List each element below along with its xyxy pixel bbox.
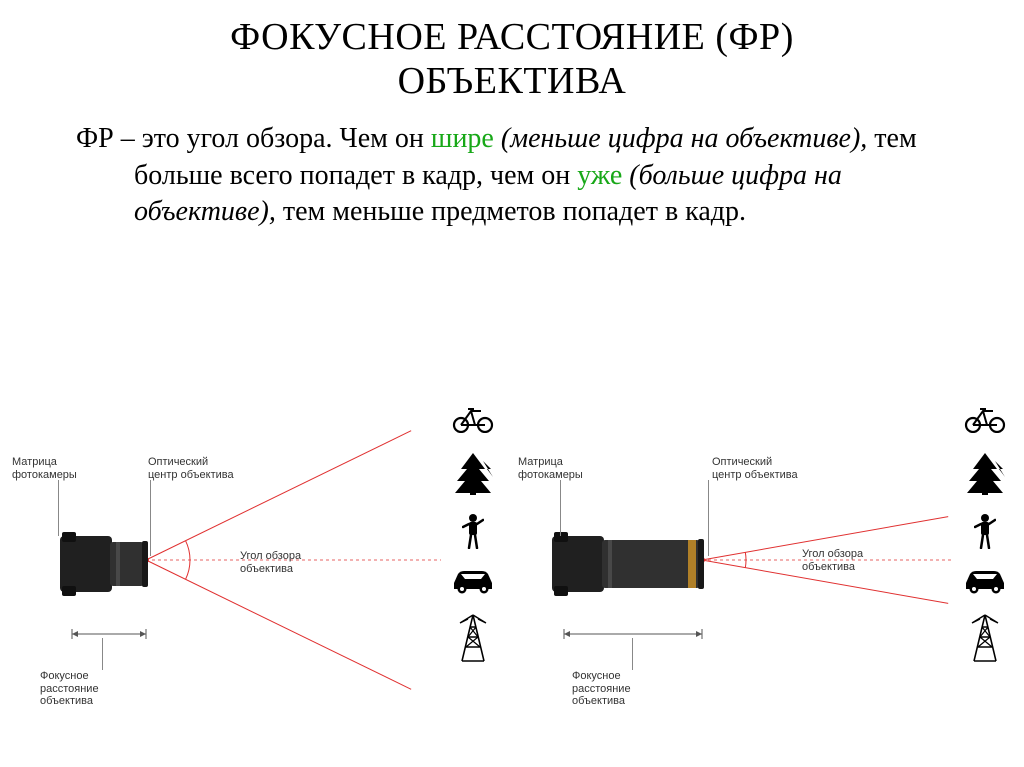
diagram-wide: Матрица фотокамеры Оптический центр объек… xyxy=(0,380,512,740)
camera-icon xyxy=(60,532,152,596)
text-5: тем меньше предметов попадет в кадр. xyxy=(276,196,746,227)
label-angle: Угол обзора объектива xyxy=(802,548,863,573)
camera-icon xyxy=(552,532,708,596)
tree-icon xyxy=(453,451,493,495)
bicycle-icon xyxy=(451,405,495,433)
leader-line xyxy=(58,480,59,536)
leader-line xyxy=(632,638,633,670)
diagram-narrow: Матрица фотокамеры Оптический центр объек… xyxy=(512,380,1024,740)
text-1: это угол обзора. Чем он xyxy=(142,123,431,154)
label-center: Оптический центр объектива xyxy=(148,456,234,481)
leader-line xyxy=(708,480,709,556)
leader-line xyxy=(560,480,561,536)
person-icon xyxy=(462,513,484,549)
text-wider: шире xyxy=(431,123,494,154)
leader-line xyxy=(150,480,151,556)
bicycle-icon xyxy=(963,405,1007,433)
description: ФР – это угол обзора. Чем он шире (меньш… xyxy=(0,103,1024,230)
label-focal: Фокусное расстояние объектива xyxy=(40,670,99,708)
text-lead: ФР – xyxy=(76,123,142,154)
label-angle: Угол обзора объектива xyxy=(240,550,301,575)
text-narrow: уже xyxy=(577,160,622,191)
subject-column xyxy=(950,405,1020,663)
label-center: Оптический центр объектива xyxy=(712,456,798,481)
label-sensor: Матрица фотокамеры xyxy=(12,456,77,481)
label-focal: Фокусное расстояние объектива xyxy=(572,670,631,708)
diagram-area: Матрица фотокамеры Оптический центр объек… xyxy=(0,380,1024,760)
title-line-2: ОБЪЕКТИВА xyxy=(398,60,627,102)
tree-icon xyxy=(965,451,1005,495)
tower-icon xyxy=(970,613,1000,663)
subject-column xyxy=(438,405,508,663)
text-2: (меньше цифра на объективе), xyxy=(494,123,867,154)
page-title: ФОКУСНОЕ РАССТОЯНИЕ (ФР) ОБЪЕКТИВА xyxy=(0,0,1024,103)
label-sensor: Матрица фотокамеры xyxy=(518,456,583,481)
leader-line xyxy=(102,638,103,670)
tower-icon xyxy=(458,613,488,663)
car-icon xyxy=(450,567,496,595)
title-line-1: ФОКУСНОЕ РАССТОЯНИЕ (ФР) xyxy=(230,16,794,58)
car-icon xyxy=(962,567,1008,595)
person-icon xyxy=(974,513,996,549)
